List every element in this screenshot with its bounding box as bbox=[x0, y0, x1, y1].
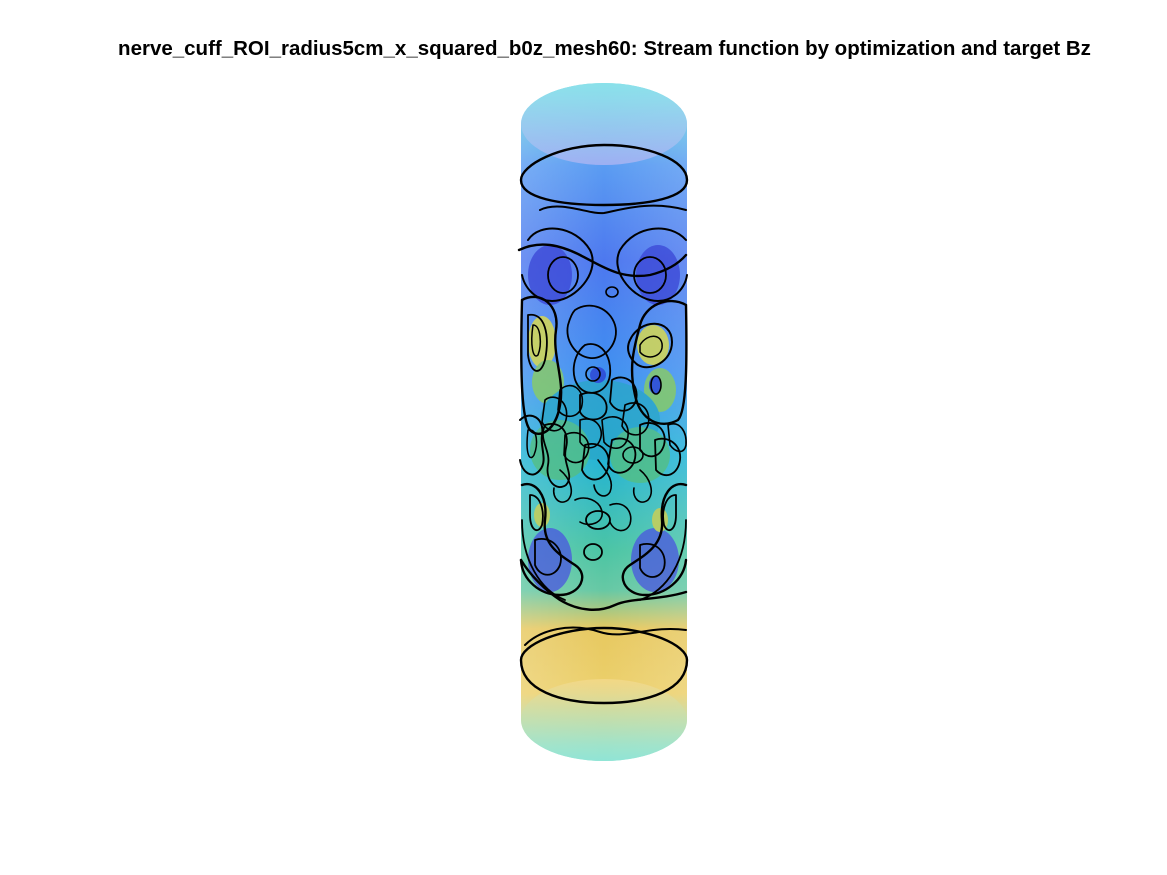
contour-bottom-back-arc bbox=[524, 626, 687, 646]
contour-lower-left-column bbox=[519, 482, 584, 597]
bottom-cap bbox=[521, 679, 687, 761]
stream-function-contours bbox=[517, 143, 689, 705]
contour-bottom-ellipse bbox=[519, 626, 689, 705]
contour-lower-envelope bbox=[519, 558, 688, 611]
figure-title: nerve_cuff_ROI_radius5cm_x_squared_b0z_m… bbox=[118, 37, 1091, 60]
contour-top-ellipse bbox=[519, 143, 689, 207]
contour-upper-right-lobe bbox=[616, 227, 688, 302]
contour-upper-wave bbox=[517, 243, 688, 278]
top-cap bbox=[521, 83, 687, 165]
contour-lower-right-column bbox=[621, 482, 688, 597]
contour-right-column bbox=[630, 299, 688, 425]
contour-top-back-arc bbox=[539, 204, 687, 215]
contour-left-column bbox=[520, 295, 563, 436]
